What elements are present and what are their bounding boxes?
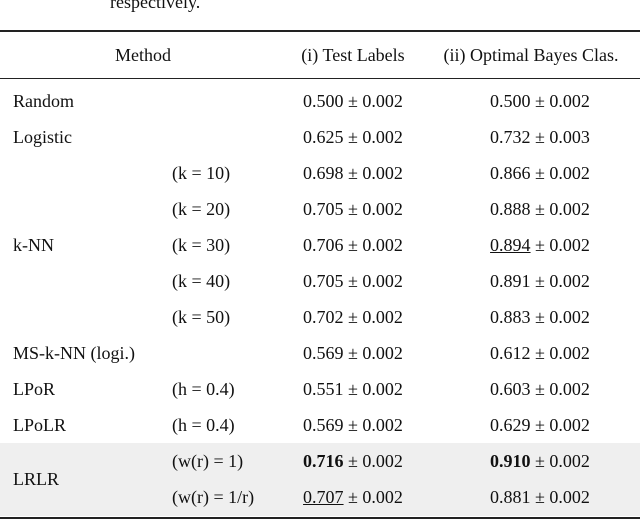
mean: 0.716 xyxy=(303,451,344,471)
mean: 0.888 xyxy=(490,199,531,219)
method-label: Logistic xyxy=(13,127,72,147)
header-method: Method xyxy=(115,45,171,65)
sd: ± 0.002 xyxy=(530,199,590,219)
value-cell: 0.705 ± 0.002 xyxy=(303,199,403,219)
sd: ± 0.002 xyxy=(530,487,590,507)
mean: 0.569 xyxy=(303,415,344,435)
method-label: LRLR xyxy=(13,469,60,489)
mean: 0.569 xyxy=(303,343,344,363)
mean: 0.500 xyxy=(303,91,344,111)
value-cell: 0.612 ± 0.002 xyxy=(490,343,590,363)
mean: 0.705 xyxy=(303,199,344,219)
value-cell: 0.569 ± 0.002 xyxy=(303,343,403,363)
header-bayes: (ii) Optimal Bayes Clas. xyxy=(443,45,619,65)
shade xyxy=(0,443,640,516)
sd: ± 0.002 xyxy=(343,487,403,507)
value-cell: 0.625 ± 0.002 xyxy=(303,127,403,147)
method-label: Random xyxy=(13,91,74,111)
mean: 0.500 xyxy=(490,91,531,111)
value-cell: 0.910 ± 0.002 xyxy=(490,451,590,471)
sd: ± 0.002 xyxy=(343,199,403,219)
sd: ± 0.002 xyxy=(343,343,403,363)
mean: 0.705 xyxy=(303,271,344,291)
method-label: LPoR xyxy=(13,379,56,399)
param: (k = 50) xyxy=(172,307,231,327)
param: (k = 10) xyxy=(172,163,231,183)
value-cell: 0.629 ± 0.002 xyxy=(490,415,590,435)
top-rule xyxy=(0,30,640,32)
value-cell: 0.551 ± 0.002 xyxy=(303,379,403,399)
mean: 0.732 xyxy=(490,127,531,147)
value-cell: 0.706 ± 0.002 xyxy=(303,235,403,255)
sd: ± 0.002 xyxy=(343,307,403,327)
sd: ± 0.002 xyxy=(530,271,590,291)
mean: 0.894 xyxy=(490,235,531,255)
param: (k = 20) xyxy=(172,199,231,219)
value-cell: 0.891 ± 0.002 xyxy=(490,271,590,291)
method-label: LPoLR xyxy=(13,415,67,435)
caption-fragment: respectively. xyxy=(110,0,201,12)
mean: 0.706 xyxy=(303,235,344,255)
mean: 0.883 xyxy=(490,307,531,327)
mean: 0.551 xyxy=(303,379,344,399)
sd: ± 0.002 xyxy=(530,379,590,399)
value-cell: 0.866 ± 0.002 xyxy=(490,163,590,183)
value-cell: 0.707 ± 0.002 xyxy=(303,487,403,507)
value-cell: 0.881 ± 0.002 xyxy=(490,487,590,507)
value-cell: 0.500 ± 0.002 xyxy=(303,91,403,111)
value-cell: 0.888 ± 0.002 xyxy=(490,199,590,219)
mean: 0.702 xyxy=(303,307,344,327)
value-cell: 0.732 ± 0.003 xyxy=(490,127,590,147)
sd: ± 0.002 xyxy=(530,307,590,327)
sd: ± 0.002 xyxy=(343,91,403,111)
mean: 0.866 xyxy=(490,163,531,183)
mean: 0.698 xyxy=(303,163,344,183)
param: (k = 40) xyxy=(172,271,231,291)
mean: 0.629 xyxy=(490,415,531,435)
mean: 0.910 xyxy=(490,451,531,471)
sd: ± 0.002 xyxy=(530,163,590,183)
param: (w(r) = 1) xyxy=(172,451,244,471)
sd: ± 0.002 xyxy=(530,415,590,435)
sd: ± 0.002 xyxy=(343,451,403,471)
bottom-rule xyxy=(0,517,640,519)
param: (w(r) = 1/r) xyxy=(172,487,255,507)
sd: ± 0.002 xyxy=(343,379,403,399)
value-cell: 0.569 ± 0.002 xyxy=(303,415,403,435)
sd: ± 0.002 xyxy=(343,235,403,255)
param: (k = 30) xyxy=(172,235,231,255)
value-cell: 0.883 ± 0.002 xyxy=(490,307,590,327)
sd: ± 0.002 xyxy=(343,271,403,291)
mean: 0.891 xyxy=(490,271,531,291)
sd: ± 0.002 xyxy=(530,343,590,363)
param: (h = 0.4) xyxy=(172,379,235,399)
sd: ± 0.002 xyxy=(343,163,403,183)
mean: 0.881 xyxy=(490,487,531,507)
value-cell: 0.716 ± 0.002 xyxy=(303,451,403,471)
method-label: k-NN xyxy=(13,235,54,255)
mean: 0.707 xyxy=(303,487,344,507)
header-test: (i) Test Labels xyxy=(301,45,405,65)
method-label: MS-k-NN (logi.) xyxy=(13,343,135,363)
sd: ± 0.003 xyxy=(530,127,590,147)
value-cell: 0.603 ± 0.002 xyxy=(490,379,590,399)
value-cell: 0.500 ± 0.002 xyxy=(490,91,590,111)
mean: 0.603 xyxy=(490,379,531,399)
sd: ± 0.002 xyxy=(343,127,403,147)
sd: ± 0.002 xyxy=(530,451,590,471)
mean: 0.625 xyxy=(303,127,344,147)
mean: 0.612 xyxy=(490,343,531,363)
mid-rule xyxy=(0,78,640,79)
value-cell: 0.705 ± 0.002 xyxy=(303,271,403,291)
param: (h = 0.4) xyxy=(172,415,235,435)
sd: ± 0.002 xyxy=(530,235,590,255)
sd: ± 0.002 xyxy=(343,415,403,435)
value-cell: 0.698 ± 0.002 xyxy=(303,163,403,183)
sd: ± 0.002 xyxy=(530,91,590,111)
value-cell: 0.702 ± 0.002 xyxy=(303,307,403,327)
value-cell: 0.894 ± 0.002 xyxy=(490,235,590,255)
